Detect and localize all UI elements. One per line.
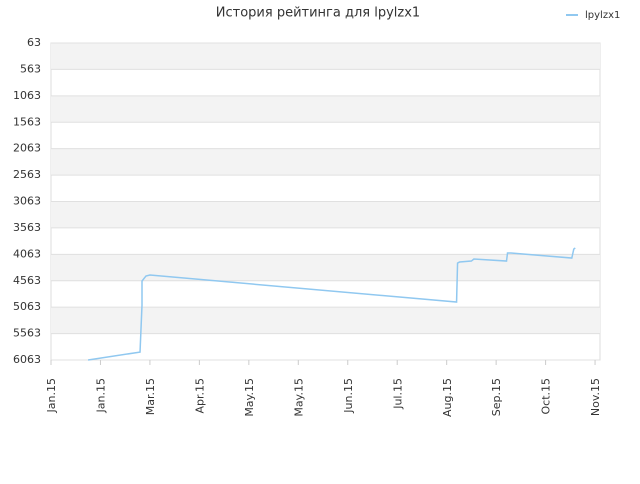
chart-title: История рейтинга для lpylzx1 [216, 6, 420, 21]
x-tick-label: Jan.15 [95, 378, 108, 413]
y-tick-label: 5063 [13, 300, 41, 313]
x-tick-label: Nov.15 [589, 378, 602, 416]
y-tick-label: 4563 [13, 274, 41, 287]
x-tick-label: Apr.15 [193, 378, 206, 414]
x-tick-label: Aug.15 [441, 378, 454, 417]
y-tick-label: 6063 [13, 353, 41, 366]
band [51, 307, 600, 334]
band [51, 95, 600, 123]
band [51, 148, 600, 176]
x-tick-label: Jan.15 [45, 378, 58, 413]
y-tick-label: 1563 [13, 115, 41, 128]
y-tick-label: 3563 [13, 221, 41, 234]
y-tick-label: 563 [20, 62, 41, 75]
x-tick-label: Mar.15 [144, 378, 157, 415]
legend-label: lpylzx1 [585, 10, 620, 21]
x-tick-label: May.15 [292, 378, 305, 417]
y-tick-label: 5563 [13, 327, 41, 340]
y-tick-label: 4063 [13, 247, 41, 260]
y-tick-label: 3063 [13, 195, 41, 208]
x-tick-label: Jul.15 [391, 378, 404, 410]
band [51, 201, 600, 228]
band [51, 254, 600, 281]
y-tick-label: 2563 [13, 168, 41, 181]
line [87, 247, 576, 361]
x-tick-label: Oct.15 [540, 378, 553, 415]
x-tick-label: May.15 [243, 378, 256, 417]
x-tick-label: Sep.15 [490, 378, 503, 416]
y-tick-label: 2063 [13, 142, 41, 155]
y-tick-label: 63 [27, 36, 41, 49]
x-tick-label: Jun.15 [342, 378, 355, 414]
band [51, 43, 600, 70]
y-tick-label: 1063 [13, 89, 41, 102]
